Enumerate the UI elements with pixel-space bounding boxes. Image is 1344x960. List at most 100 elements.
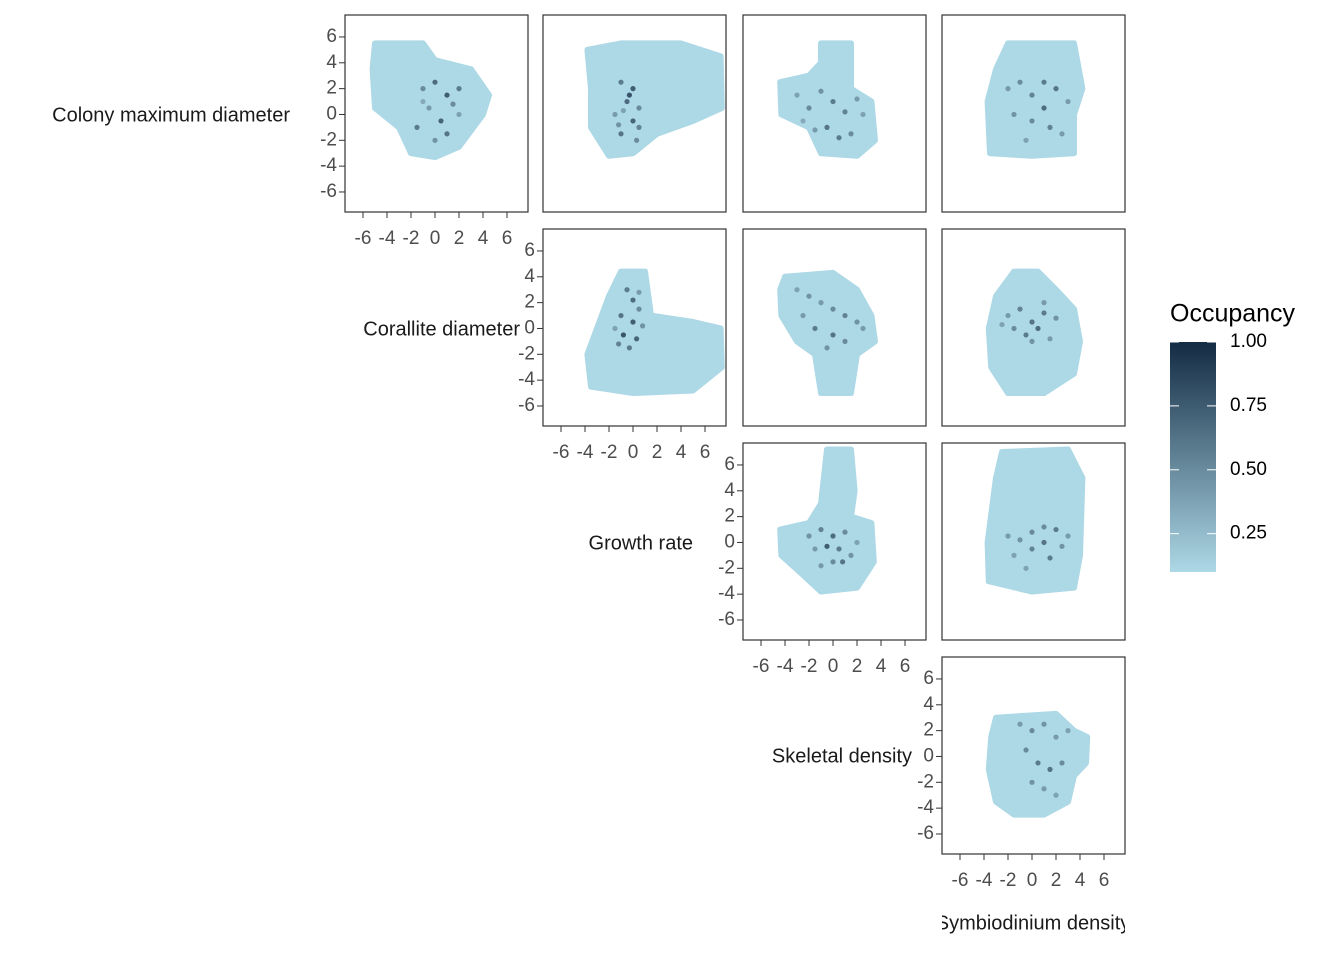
point [1023,332,1029,338]
panel [941,14,1126,213]
point [620,107,627,114]
occupied-region [777,269,878,397]
point [1005,86,1011,92]
point [1023,565,1029,571]
point [620,332,627,338]
point [1041,79,1047,85]
point [1029,338,1035,344]
point [812,325,818,332]
point [636,306,642,312]
x-tick-label: 2 [852,656,863,677]
panel-border [941,14,1126,213]
panel [742,228,927,427]
point [1059,131,1065,137]
x-tick-label: 4 [876,656,887,677]
point [640,323,646,329]
point [854,539,860,546]
x-tick-label: -4 [379,228,396,249]
point [1017,721,1023,727]
point [806,293,812,299]
point [1017,306,1023,312]
panel-border [742,14,927,213]
colorbar-label: 0.75 [1230,395,1267,416]
x-tick-label: -2 [801,656,818,677]
point [630,319,636,325]
point [806,105,812,111]
point [812,127,818,133]
point [1041,524,1047,530]
point [1011,552,1017,558]
panel-border [941,656,1126,855]
y-tick-label: 6 [724,454,735,475]
point [1017,537,1023,543]
point [794,287,800,293]
x-tick-label: -4 [577,442,594,463]
x-tick-label: 2 [454,228,465,249]
y-tick-label: -6 [320,181,337,202]
x-tick-label: -6 [952,870,969,891]
y-tick-label: -4 [917,797,934,818]
y-tick-label: 6 [326,26,337,47]
point [1047,336,1053,342]
x-tick-label: -2 [601,442,618,463]
point [1047,766,1053,772]
y-tick-label: 2 [724,506,735,527]
point [818,526,824,533]
x-tick-label: -6 [355,228,372,249]
y-tick-label: 4 [923,694,934,715]
x-tick-label: -2 [1000,870,1017,891]
point [1029,529,1035,535]
occupied-region [984,446,1086,595]
point [830,98,836,105]
point [800,118,806,124]
point [618,79,624,85]
y-tick-label: -6 [718,609,735,630]
colorbar-label: 0.25 [1230,523,1267,544]
y-tick-label: 0 [326,103,337,124]
point [634,137,640,143]
point [854,319,860,325]
occupied-region [369,40,492,161]
point [842,312,848,319]
point [1029,92,1035,98]
point [432,79,438,85]
point [848,552,854,558]
y-tick-label: -6 [518,395,535,416]
point [1053,86,1059,92]
point [1053,734,1059,740]
point [830,306,836,312]
point [1047,124,1053,130]
panel-border [542,14,727,213]
y-tick-label: -2 [917,771,934,792]
point [824,345,830,351]
point [630,297,636,303]
point [1041,539,1047,546]
point [636,124,642,130]
y-tick-label: 0 [923,745,934,766]
point [414,124,420,130]
y-tick-label: -2 [718,557,735,578]
point [818,300,824,306]
y-tick-label: 4 [724,480,735,501]
point [636,105,642,111]
panel [542,14,727,213]
column-label: Symbiodinium density [936,912,1131,934]
point [616,341,622,347]
point [1053,792,1059,798]
point [612,325,618,332]
row-label: Corallite diameter [363,318,520,340]
point [1041,105,1047,111]
row-label: Growth rate [589,532,693,554]
point [450,101,456,107]
panel [941,228,1126,427]
y-tick-label: -4 [718,583,735,604]
point [794,92,800,98]
point [612,111,618,118]
point [456,111,462,118]
point [636,289,642,295]
point [1029,546,1035,552]
